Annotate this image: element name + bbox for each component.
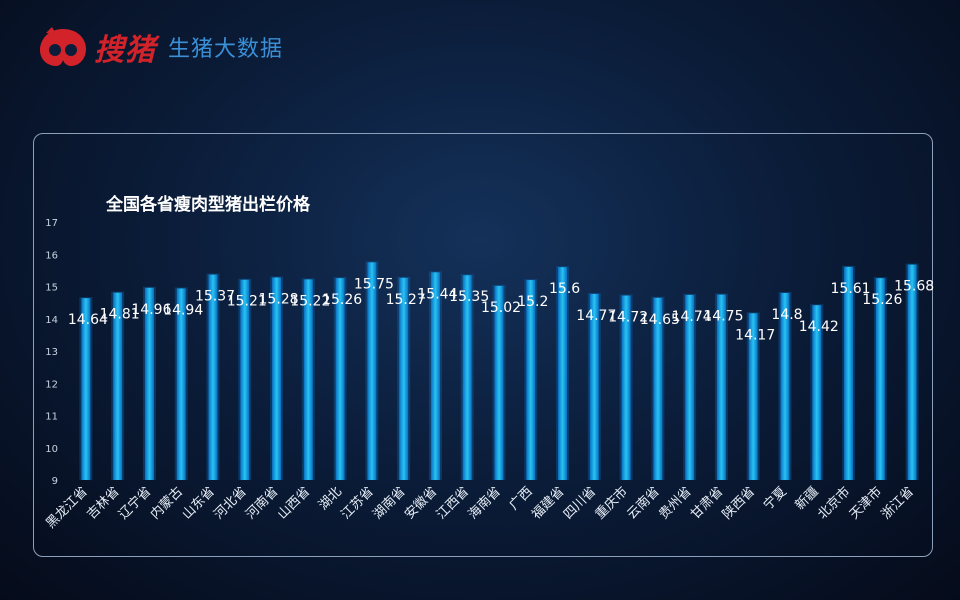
y-tick-label: 16 [45,250,58,261]
y-tick-label: 14 [45,315,58,326]
bar [653,297,663,480]
bar [526,280,536,480]
x-tick-label: 北京市 [814,484,853,523]
y-tick-label: 10 [45,444,58,455]
bar-series [79,261,919,480]
bar [113,292,123,480]
x-tick-label: 辽宁省 [115,484,154,523]
x-tick-label: 海南省 [465,484,504,523]
data-label: 15.75 [354,276,394,292]
y-tick-label: 13 [45,347,58,358]
x-tick-label: 云南省 [624,484,663,523]
y-tick-label: 11 [45,412,58,423]
x-tick-label: 甘肃省 [688,484,726,522]
data-label: 15.26 [322,292,362,308]
bar [303,279,313,480]
bar [589,293,599,480]
data-label: 15.68 [894,279,934,295]
data-label: 14.65 [640,312,680,328]
data-label: 14.75 [703,309,743,325]
brand-tagline: 生猪大数据 [168,37,284,62]
x-tick-label: 四川省 [561,484,599,522]
bar [875,278,885,480]
x-tick-label: 黑龙江省 [43,484,90,531]
x-tick-label: 宁夏 [760,484,790,514]
data-label: 14.72 [608,310,648,326]
bar [81,298,91,480]
x-tick-label: 重庆市 [592,484,631,523]
data-label: 15.37 [195,289,235,305]
x-tick-label: 江苏省 [338,484,377,523]
bar [462,275,472,480]
x-tick-label: 湖南省 [370,484,409,523]
bar [812,305,822,480]
data-label: 14.17 [735,327,775,343]
data-label: 14.96 [131,302,171,318]
brand-name: 搜猪 [94,33,156,68]
x-tick-label: 河北省 [211,484,249,522]
chart-panel [33,133,933,557]
bar [780,292,790,480]
bar [272,277,282,480]
bar [144,287,154,480]
bar [907,264,917,480]
data-label: 15.6 [549,281,580,297]
x-tick-label: 江西省 [434,484,472,522]
bar [335,278,345,480]
data-label: 14.94 [163,302,203,318]
data-label: 14.42 [799,319,839,335]
data-label: 15.35 [449,289,489,305]
data-label: 15.27 [386,292,426,308]
x-tick-label: 山西省 [275,484,313,522]
data-label: 15.22 [290,293,330,309]
data-label: 15.2 [517,294,548,310]
bar [621,295,631,480]
pig-logo-icon [40,27,86,66]
data-label: 14.74 [672,309,712,325]
x-tick-label: 安徽省 [402,484,440,522]
x-tick-label: 内蒙古 [147,484,186,523]
bar [367,262,377,480]
bar [399,277,409,480]
bar [844,266,854,480]
bar [685,294,695,480]
data-label: 14.64 [68,312,108,328]
y-tick-label: 9 [52,476,58,487]
x-tick-label: 浙江省 [879,484,917,522]
x-tick-label: 山东省 [180,484,218,522]
chart-title: 全国各省瘦肉型猪出栏价格 [106,195,310,215]
data-label: 15.02 [481,300,521,316]
x-tick-label: 天津市 [846,484,885,523]
data-label: 14.8 [771,307,802,323]
y-tick-label: 12 [45,379,58,390]
bar [176,288,186,480]
bar [494,285,504,480]
x-tick-label: 陕西省 [720,484,758,522]
y-tick-label: 15 [45,283,58,294]
data-label: 15.44 [417,286,457,302]
y-axis: 9 10 11 12 13 14 15 16 17 [45,218,58,487]
data-label: 15.26 [862,292,902,308]
data-label: 15.28 [259,291,299,307]
x-tick-label: 吉林省 [84,484,122,522]
bar [208,274,218,480]
bar [558,267,568,480]
x-tick-label: 贵州省 [656,484,694,522]
data-label: 14.77 [576,308,616,324]
bar [716,294,726,480]
bar [748,313,758,480]
x-tick-label: 河南省 [242,484,281,523]
data-label: 14.81 [100,307,140,323]
data-label: 15.61 [831,281,871,297]
y-tick-label: 17 [45,218,58,229]
data-label: 15.21 [227,294,267,310]
brand-logo: 搜猪 生猪大数据 [36,22,283,72]
bar [240,279,250,480]
data-labels: 14.6414.8114.9614.9415.3715.2115.2815.22… [68,276,934,343]
bar [430,272,440,480]
x-tick-label: 福建省 [529,484,567,522]
